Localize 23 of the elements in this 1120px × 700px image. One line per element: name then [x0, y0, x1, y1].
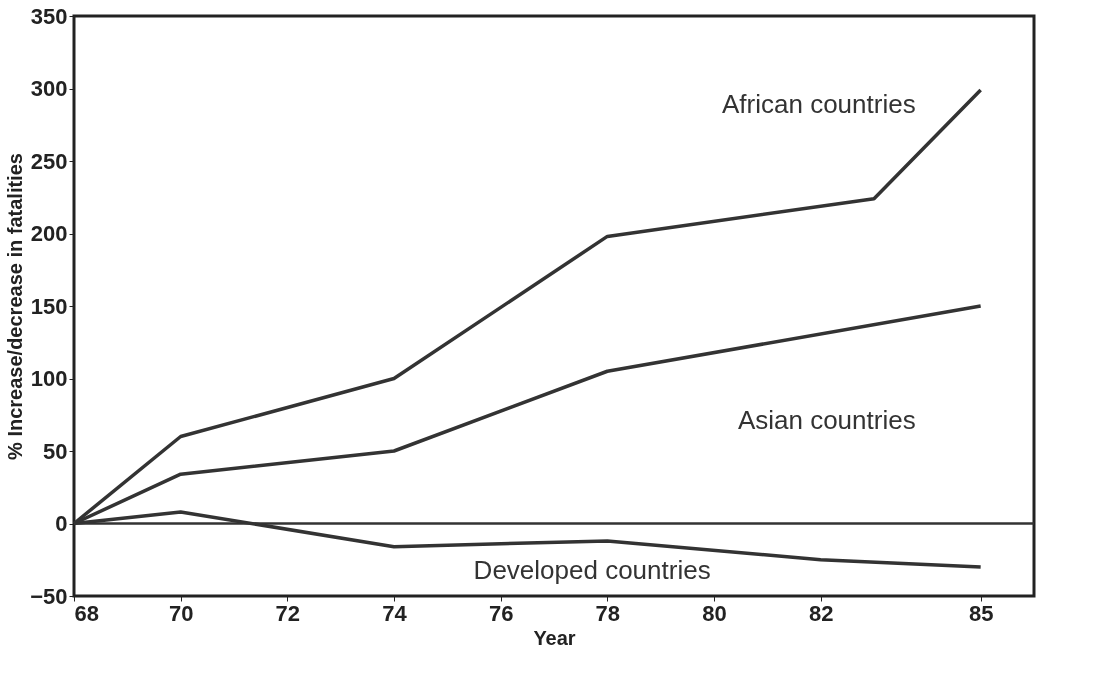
y-tick-label: 50 [43, 438, 68, 464]
x-tick-label: 85 [968, 600, 994, 626]
x-tick-label: 70 [168, 600, 194, 626]
x-tick-label: 76 [488, 600, 514, 626]
x-tick-label: 74 [382, 600, 408, 626]
x-tick-label: 80 [702, 600, 727, 626]
series-label: African countries [722, 88, 916, 119]
y-tick-label: 350 [30, 3, 68, 29]
y-axis-title: % Increase/decrease in fatalities [4, 153, 27, 460]
x-tick-label: 82 [808, 600, 834, 626]
text: Asian countries [737, 405, 916, 435]
y-tick-label: −50 [30, 583, 68, 609]
y-tick-label: 250 [30, 148, 68, 174]
y-tick-label: 100 [30, 366, 68, 391]
x-tick-label: 72 [275, 600, 301, 626]
x-tick-label: 78 [595, 600, 621, 626]
y-tick-label: 150 [30, 293, 68, 319]
x-axis-title: Year [533, 626, 576, 649]
y-tick-label: 200 [30, 221, 68, 246]
x-tick-label: 68 [74, 600, 99, 626]
y-tick-label: 0 [55, 511, 68, 536]
y-tick-label: 300 [30, 76, 68, 101]
series-label: Developed countries [473, 555, 711, 585]
